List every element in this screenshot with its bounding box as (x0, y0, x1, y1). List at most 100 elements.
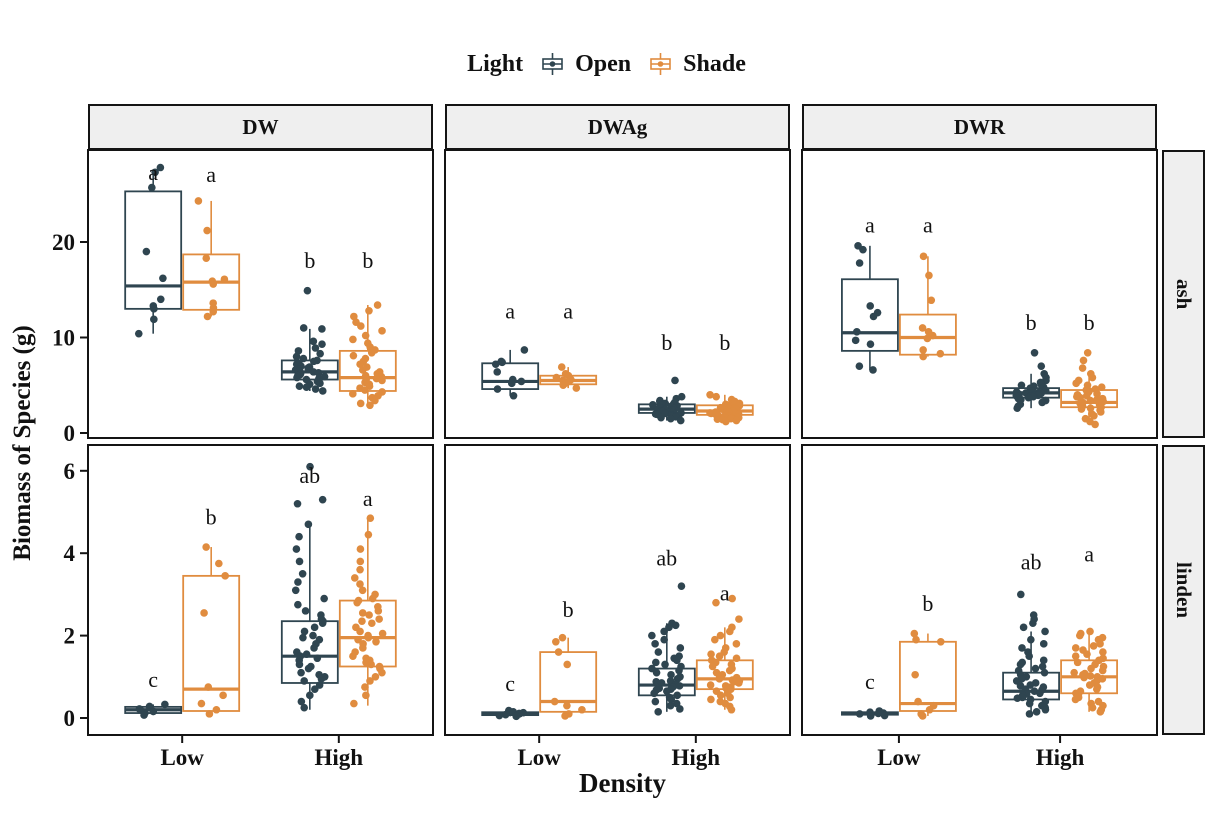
jitter-points (706, 594, 744, 714)
data-point (304, 364, 312, 372)
data-point (652, 668, 661, 677)
data-point (853, 327, 861, 336)
jitter-points (349, 514, 387, 708)
data-point (295, 557, 304, 566)
legend-label-open: Open (575, 50, 632, 77)
data-point (316, 349, 324, 358)
data-point (357, 322, 365, 330)
data-point (202, 543, 210, 551)
facet-strip-ash: ash (1162, 150, 1205, 438)
data-point (563, 701, 571, 710)
data-point (366, 514, 375, 522)
data-point (220, 275, 229, 284)
data-point (149, 707, 158, 716)
data-point (356, 557, 365, 566)
panel-DWAg-linden (444, 444, 791, 736)
data-point (874, 709, 883, 718)
data-point (318, 495, 327, 504)
sig-letter: b (1026, 310, 1037, 335)
data-point (378, 668, 386, 677)
sig-letter: b (206, 504, 217, 529)
data-point (572, 384, 581, 392)
data-point (309, 337, 318, 346)
data-point (150, 315, 158, 324)
data-point (366, 401, 374, 410)
data-point (203, 226, 211, 235)
box (124, 190, 183, 310)
jitter-points (648, 582, 686, 716)
data-point (292, 545, 301, 553)
legend: Light Open Shade (0, 44, 1213, 84)
data-point (300, 677, 309, 685)
data-point (161, 700, 169, 709)
data-point (203, 312, 212, 321)
data-point (356, 627, 364, 636)
x-tick-label: High (1036, 745, 1085, 770)
data-point (866, 302, 875, 310)
box-group-DWAg-linden-High-Open (637, 582, 696, 716)
data-point (350, 574, 359, 582)
data-point (200, 609, 208, 617)
data-point (1031, 664, 1040, 673)
data-point (358, 586, 367, 595)
data-point (361, 683, 369, 691)
data-point (859, 245, 867, 254)
data-point (318, 340, 326, 348)
data-point (923, 334, 932, 343)
data-point (353, 598, 361, 607)
data-point (663, 687, 671, 696)
data-point (493, 368, 502, 376)
data-point (1029, 619, 1037, 628)
data-point (911, 670, 919, 679)
data-point (918, 324, 927, 332)
data-point (366, 677, 374, 685)
data-point (936, 637, 945, 646)
data-point (373, 301, 382, 309)
data-point (1099, 648, 1107, 656)
data-point (707, 650, 715, 658)
boxplot-key-icon (650, 53, 671, 75)
data-point (1073, 658, 1082, 667)
data-point (716, 631, 725, 640)
data-point (912, 635, 920, 644)
data-point (302, 650, 311, 658)
box (280, 620, 339, 684)
data-point (520, 346, 529, 354)
data-point (1096, 640, 1104, 648)
box-group-DWR-ash-High-Open (1002, 348, 1060, 412)
box-group-DWAg-linden-Low-Open (481, 706, 540, 721)
legend-item-shade: Shade (647, 51, 746, 78)
facet-strip-dwr: DWR (802, 104, 1157, 150)
jitter-points (1012, 348, 1050, 412)
data-point (712, 392, 721, 401)
data-point (349, 351, 358, 360)
data-point (708, 662, 717, 671)
sig-letter: b (362, 248, 373, 273)
data-point (150, 305, 158, 313)
key-point (657, 61, 664, 67)
data-point (666, 414, 675, 423)
data-point (1070, 668, 1078, 677)
jitter-points (1072, 348, 1108, 429)
data-point (320, 594, 328, 603)
jitter-points (855, 707, 889, 720)
data-point (557, 363, 566, 371)
data-point (1086, 396, 1095, 405)
data-point (661, 660, 669, 669)
sig-letter: a (720, 581, 730, 606)
box-group-DW-ash-Low-Shade (182, 197, 241, 321)
data-point (1076, 631, 1084, 640)
data-point (1041, 627, 1049, 636)
data-point (1071, 695, 1080, 704)
data-point (1019, 623, 1028, 632)
data-point (927, 296, 936, 305)
jitter-points (495, 706, 528, 721)
panel-content-DWR-ash (841, 242, 1118, 429)
data-point (671, 376, 679, 385)
data-point (649, 401, 657, 409)
data-point (311, 344, 320, 352)
box-group-DWR-ash-Low-Shade (899, 252, 957, 361)
data-point (715, 652, 724, 660)
data-point (378, 376, 386, 385)
box-group-DW-ash-High-Open (280, 286, 339, 395)
